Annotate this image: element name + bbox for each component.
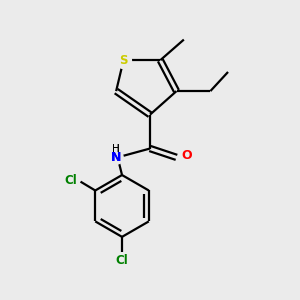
Text: N: N [111,151,121,164]
Text: N: N [111,151,121,164]
Text: S: S [119,54,128,67]
Text: H: H [112,144,120,154]
Text: O: O [182,149,192,162]
Text: Cl: Cl [116,254,128,267]
Text: H: H [112,144,120,154]
Text: Cl: Cl [65,174,78,187]
